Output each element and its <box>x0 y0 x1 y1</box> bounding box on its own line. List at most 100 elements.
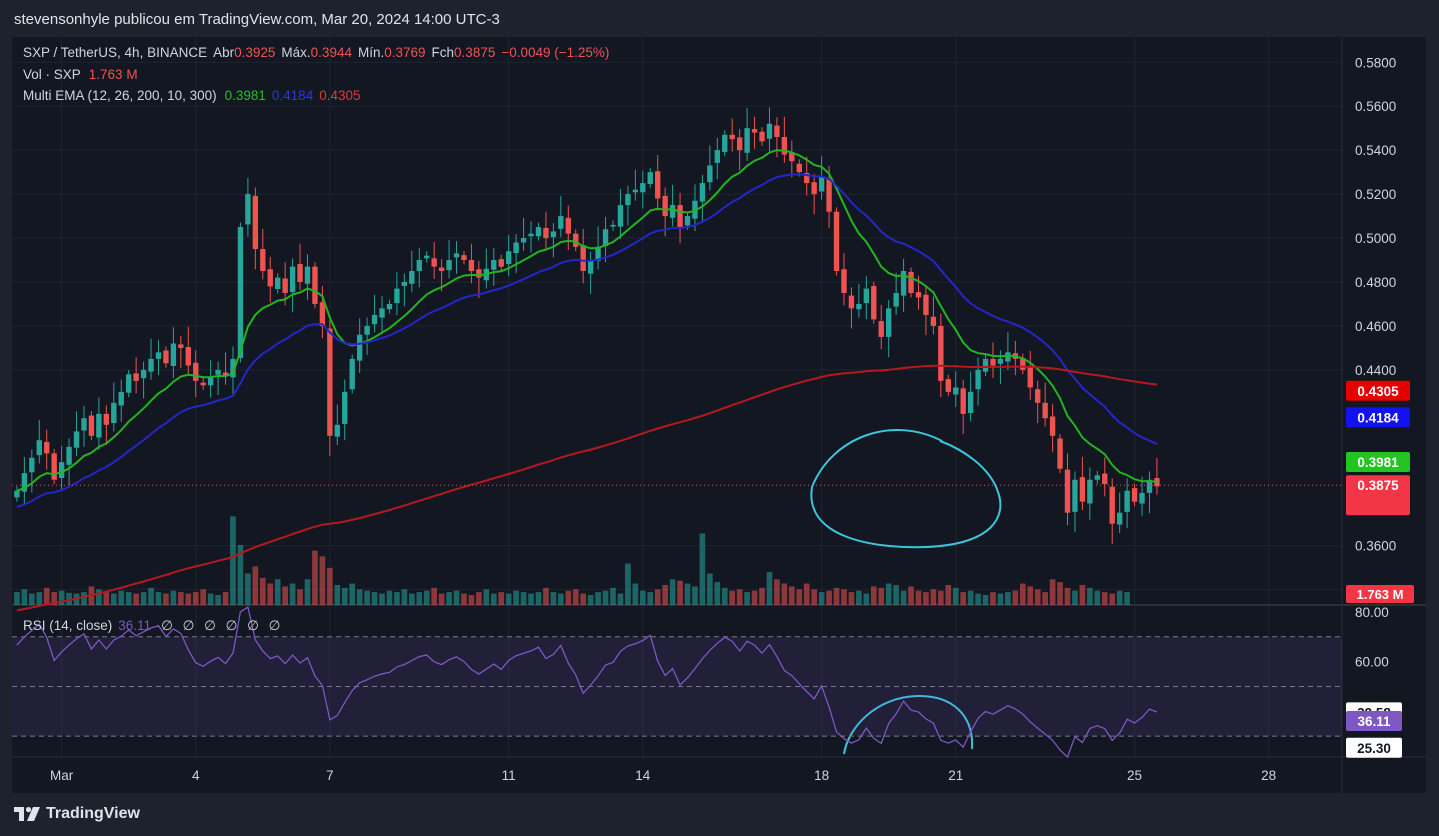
time-tick-label: 11 <box>502 768 516 783</box>
candle-body <box>126 374 132 393</box>
candle-body <box>342 391 348 424</box>
candle-body <box>751 129 758 133</box>
candle-body <box>282 278 288 293</box>
volume-bar <box>1101 592 1108 605</box>
candle-body <box>21 473 28 492</box>
candle-body <box>841 269 847 293</box>
candle-body <box>312 266 318 304</box>
volume-bar <box>878 587 885 605</box>
ema-fast-value: 0.3981 <box>224 88 266 103</box>
candle-body <box>960 388 966 414</box>
volume-bar <box>997 593 1004 605</box>
volume-bar <box>505 593 512 605</box>
rsi-value: 36.11 <box>118 618 152 633</box>
candle-body <box>915 292 922 298</box>
rsi-legend[interactable]: RSI (14, close) 36.11 ∅ ∅ ∅ ∅ ∅ ∅ <box>23 618 289 634</box>
candle-body <box>88 415 95 436</box>
ema-lines <box>12 149 1342 612</box>
volume-bar <box>140 592 147 605</box>
volume-bar <box>796 589 803 605</box>
volume-bar <box>639 590 646 605</box>
candle-body <box>655 171 661 199</box>
ema-200-line <box>16 364 1158 612</box>
volume-bar <box>125 592 132 605</box>
candle-body <box>923 294 929 315</box>
candle-body <box>647 172 653 184</box>
volume-tag: 1.763 M <box>1357 587 1404 602</box>
volume-tag-bg <box>1346 585 1414 603</box>
volume-bar <box>327 567 333 605</box>
volume-bar <box>312 550 318 605</box>
volume-bar <box>908 586 914 605</box>
volume-bar <box>252 566 259 605</box>
candle-body <box>327 328 333 436</box>
footer-brand[interactable]: TradingView <box>14 805 140 823</box>
volume-bar <box>289 583 296 605</box>
candle-body <box>1131 488 1138 502</box>
candle-body <box>133 373 139 381</box>
open-value: 0.3925 <box>234 45 276 60</box>
high-value: 0.3944 <box>310 45 352 60</box>
ema-slow-price-tag: 0.4305 <box>1357 384 1399 399</box>
candle-body <box>1116 512 1123 525</box>
volume-bar <box>386 590 393 605</box>
candle-body <box>669 205 676 218</box>
candle-body <box>498 259 504 267</box>
rsi-line <box>16 605 1158 759</box>
ema-legend[interactable]: Multi EMA (12, 26, 200, 10, 300) 0.3981 0.… <box>23 88 367 103</box>
volume-bar <box>453 590 460 605</box>
candle-body <box>453 253 460 258</box>
volume-bar <box>1109 593 1116 605</box>
candle-body <box>945 379 951 392</box>
volume-bar <box>237 544 244 605</box>
volume-bar <box>751 590 758 605</box>
volume-bar <box>1079 584 1086 605</box>
volume-bar <box>394 592 400 605</box>
chart-panel[interactable]: 0.5800 0.5600 0.5400 0.5200 0.5000 0.4800 0.46… <box>12 37 1426 793</box>
ema-slow-price-tag-bg <box>1346 380 1410 401</box>
rsi-tick-label: 60.00 <box>1355 655 1389 670</box>
volume-bar <box>356 589 363 605</box>
price-tick-label: 0.3600 <box>1355 539 1396 554</box>
volume-bar <box>684 583 691 605</box>
candle-body <box>319 302 326 326</box>
symbol-label[interactable]: SXP / TetherUS, 4h, BINANCE <box>23 45 208 60</box>
candle-body <box>103 413 110 425</box>
volume-bar <box>319 556 326 605</box>
volume-bar <box>96 589 102 605</box>
volume-bar <box>1057 582 1063 605</box>
candle-body <box>796 163 802 173</box>
candle-body <box>1109 486 1115 524</box>
candle-body <box>662 195 668 217</box>
candle-body <box>826 178 832 212</box>
volume-bar <box>66 592 72 605</box>
candle-body <box>66 446 72 465</box>
candle-body <box>476 269 482 278</box>
candle-body <box>856 303 862 310</box>
candle-body <box>1102 473 1108 485</box>
volume-legend[interactable]: Vol · SXP 1.763 M <box>23 67 144 82</box>
low-value: 0.3769 <box>384 45 426 60</box>
volume-bar <box>401 589 408 605</box>
rsi-pane <box>12 605 1342 759</box>
volume-bar <box>938 590 944 605</box>
volume-bar <box>215 594 221 605</box>
candle-body <box>1049 416 1056 436</box>
volume-bar <box>379 593 385 605</box>
candle-body <box>573 233 579 247</box>
volume-bar <box>1012 590 1019 605</box>
volume-bar <box>423 590 430 605</box>
candle-body <box>1094 475 1100 480</box>
price-tick-label: 0.4400 <box>1355 363 1396 378</box>
candle-body <box>1154 477 1160 487</box>
time-tick-label: 7 <box>326 768 334 783</box>
symbol-legend: SXP / TetherUS, 4h, BINANCE Abr0.3925 Máx.… <box>23 45 610 60</box>
volume-bar <box>446 592 452 605</box>
price-chart[interactable]: 0.5800 0.5600 0.5400 0.5200 0.5000 0.4800 0.46… <box>12 37 1426 793</box>
candle-body <box>789 152 795 162</box>
candle-body <box>900 271 907 296</box>
price-tick-label: 0.5000 <box>1355 231 1396 246</box>
volume-bar <box>438 593 445 605</box>
volume-bar <box>774 579 780 605</box>
volume-bar <box>200 589 207 605</box>
